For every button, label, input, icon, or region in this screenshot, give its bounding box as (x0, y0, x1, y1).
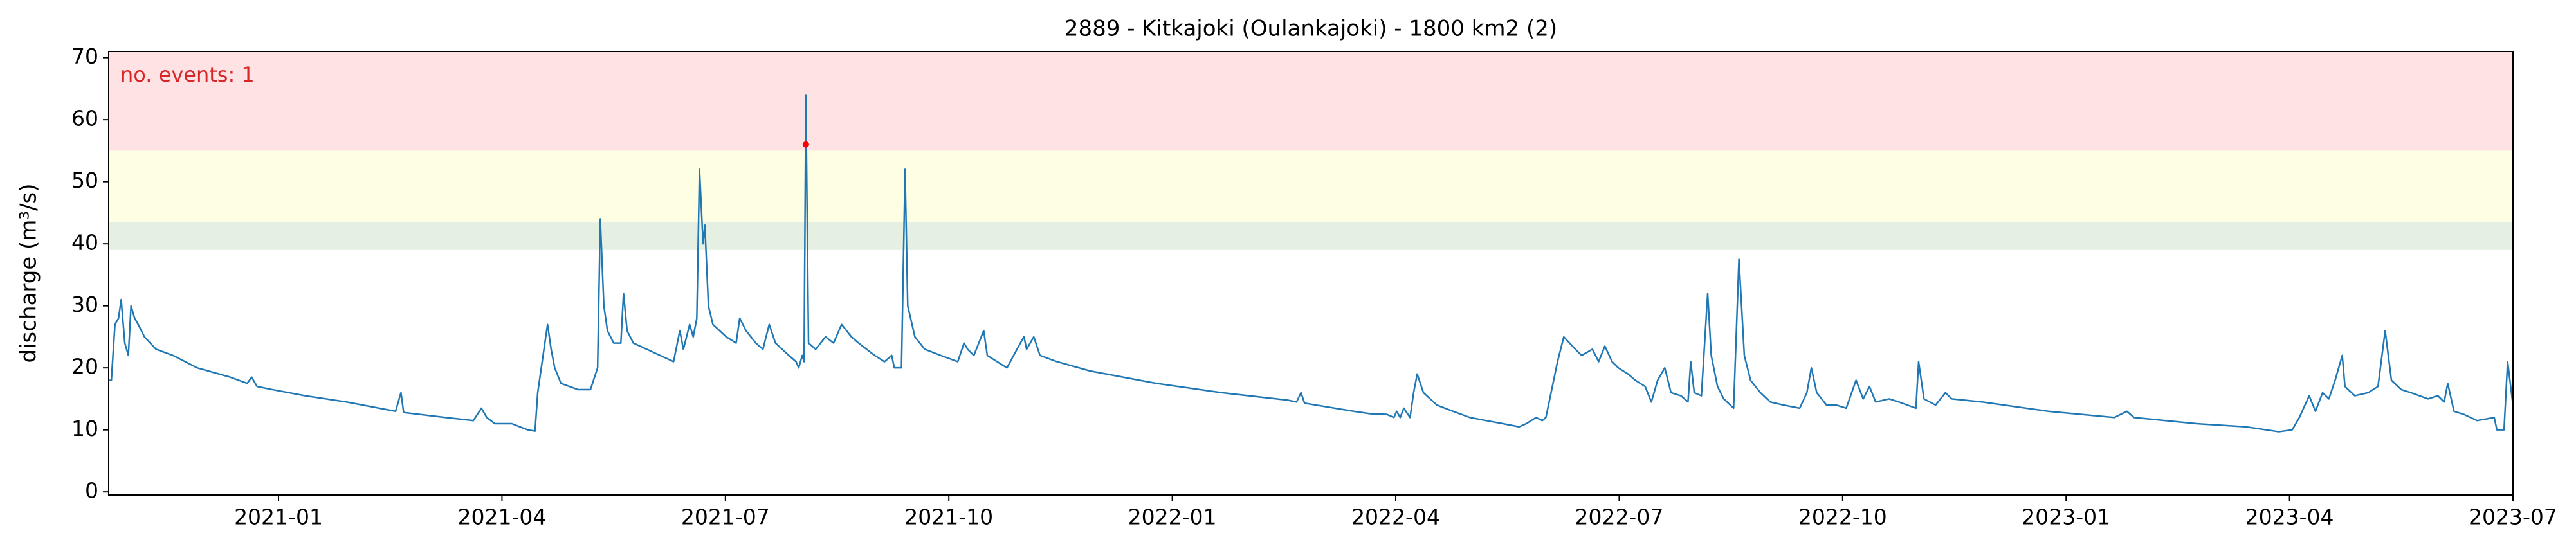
annotation: no. events: 1 (120, 62, 255, 87)
x-tick-label: 2023-07 (2469, 505, 2557, 530)
y-tick-label: 70 (71, 44, 98, 69)
x-tick-label: 2021-07 (681, 505, 770, 530)
axes-frame (108, 51, 2514, 496)
y-tick-label: 30 (71, 292, 98, 317)
x-tick-label: 2022-01 (1128, 505, 1217, 530)
y-tick-label: 20 (71, 354, 98, 379)
x-tick-label: 2022-07 (1575, 505, 1663, 530)
x-tick-label: 2022-04 (1351, 505, 1440, 530)
x-tick-label: 2021-01 (234, 505, 323, 530)
threshold-band (109, 51, 2513, 151)
y-tick-label: 40 (71, 230, 98, 255)
x-tick-label: 2021-10 (904, 505, 993, 530)
x-tick-label: 2021-04 (457, 505, 546, 530)
threshold-band (109, 222, 2513, 250)
y-tick-label: 0 (85, 478, 98, 503)
event-point (802, 141, 809, 148)
y-tick-label: 10 (71, 416, 98, 441)
chart-title: 2889 - Kitkajoki (Oulankajoki) - 1800 km… (1064, 16, 1557, 42)
y-axis-label: discharge (m³/s) (16, 184, 42, 363)
x-tick-label: 2023-01 (2022, 505, 2110, 530)
threshold-band (109, 150, 2513, 222)
y-tick-label: 50 (71, 168, 98, 193)
x-tick-label: 2022-10 (1798, 505, 1887, 530)
discharge-line (109, 94, 2514, 433)
x-tick-label: 2023-04 (2245, 505, 2334, 530)
y-tick-label: 60 (71, 106, 98, 131)
